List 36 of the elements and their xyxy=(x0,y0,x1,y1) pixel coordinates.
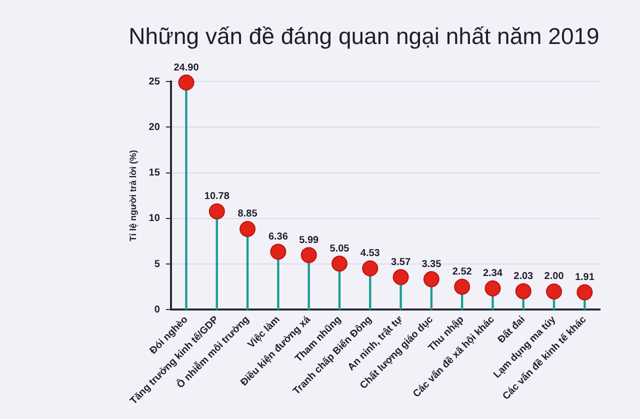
data-label: 3.57 xyxy=(391,256,411,268)
data-label: 2.34 xyxy=(482,268,503,280)
y-tick-label: 5 xyxy=(154,258,160,270)
point xyxy=(484,280,501,296)
point xyxy=(240,220,256,237)
point xyxy=(270,244,286,260)
point xyxy=(546,283,562,300)
data-label: 2.00 xyxy=(544,271,564,282)
point xyxy=(392,269,409,286)
point xyxy=(331,256,348,272)
point xyxy=(208,203,225,220)
data-label: 4.53 xyxy=(360,248,380,260)
data-label: 5.99 xyxy=(299,234,320,246)
y-axis-title: Tỉ lệ người trả lời (%) xyxy=(128,150,138,242)
data-label: 1.91 xyxy=(574,272,595,284)
y-tick-label: 0 xyxy=(154,304,160,316)
point xyxy=(576,284,593,300)
point xyxy=(515,283,532,300)
data-label: 6.36 xyxy=(268,231,288,242)
chart-title: Những vấn đề đáng quan ngại nhất năm 2019 xyxy=(128,23,600,50)
data-label: 2.03 xyxy=(514,270,534,282)
data-label: 10.78 xyxy=(204,191,230,202)
y-tick-label: 10 xyxy=(148,213,160,224)
point xyxy=(423,271,440,288)
data-label: 2.52 xyxy=(452,266,472,278)
point xyxy=(454,278,470,295)
y-tick-label: 25 xyxy=(148,76,160,88)
y-tick-label: 20 xyxy=(148,122,160,133)
data-label: 3.35 xyxy=(422,258,442,270)
data-label: 8.85 xyxy=(238,208,258,220)
point xyxy=(300,247,317,264)
data-label: 24.90 xyxy=(174,62,200,74)
point xyxy=(178,74,194,91)
data-label: 5.05 xyxy=(330,243,350,254)
point xyxy=(362,260,378,276)
y-tick-label: 15 xyxy=(148,168,160,179)
